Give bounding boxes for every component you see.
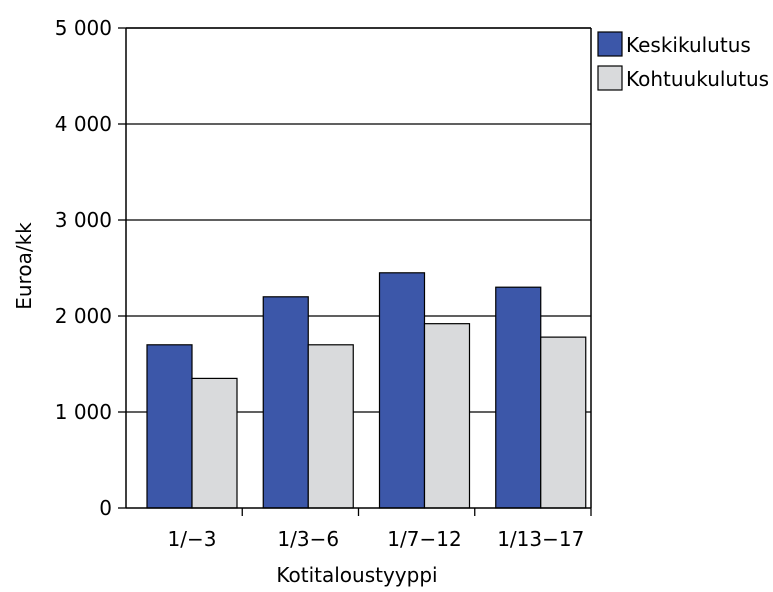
x-tick-label: 1/−3 [168, 527, 217, 551]
bar-kohtuukulutus-2 [307, 344, 354, 509]
y-tick-label: 4 000 [55, 112, 112, 136]
y-tick-label: 3 000 [55, 208, 112, 232]
bar-kohtuukulutus-4 [540, 336, 587, 509]
y-axis-label: Euroa/kk [12, 222, 36, 310]
x-tick-label: 1/7−12 [387, 527, 461, 551]
y-tick-label: 5 000 [55, 16, 112, 40]
bar-keskikulutus-4 [495, 286, 542, 509]
y-tick-labels: 0 1 000 2 000 3 000 4 000 5 000 [55, 16, 112, 520]
x-tick-label: 1/3−6 [277, 527, 339, 551]
bars [146, 272, 587, 509]
bar-kohtuukulutus-1 [191, 377, 238, 509]
x-tick-labels: 1/−3 1/3−6 1/7−12 1/13−17 [168, 527, 585, 551]
axes [118, 27, 592, 516]
legend-swatch-keskikulutus [597, 31, 623, 57]
y-tick-label: 2 000 [55, 304, 112, 328]
legend-label-keskikulutus: Keskikulutus [626, 33, 751, 57]
y-tick-label: 1 000 [55, 400, 112, 424]
legend: Keskikulutus Kohtuukulutus [597, 31, 769, 91]
x-tick-label: 1/13−17 [497, 527, 584, 551]
x-axis-label: Kotitaloustyyppi [276, 563, 437, 587]
bar-keskikulutus-1 [146, 344, 193, 509]
bar-kohtuukulutus-3 [423, 323, 471, 509]
bar-keskikulutus-3 [378, 272, 426, 509]
legend-label-kohtuukulutus: Kohtuukulutus [626, 67, 769, 91]
legend-swatch-kohtuukulutus [597, 65, 623, 91]
bar-keskikulutus-2 [262, 296, 309, 509]
y-tick-label: 0 [99, 496, 112, 520]
